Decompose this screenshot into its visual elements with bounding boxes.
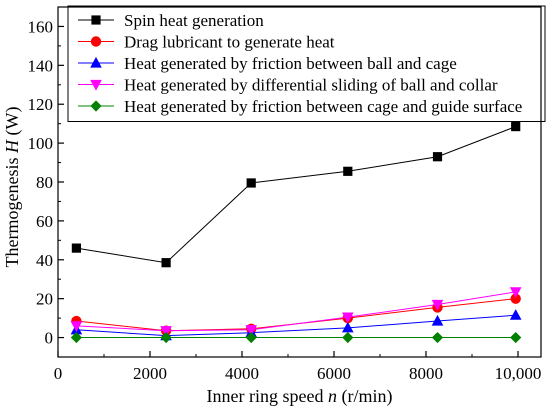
- data-point: [245, 325, 257, 336]
- legend-item: Heat generated by friction between cage …: [78, 97, 522, 116]
- x-tick-label: 10,000: [495, 364, 542, 383]
- data-point: [431, 331, 444, 344]
- data-point: [431, 314, 444, 326]
- legend-marker: [90, 56, 102, 68]
- data-point: [70, 321, 83, 332]
- legend-marker: [90, 100, 102, 112]
- x-tick-label: 6000: [317, 364, 351, 383]
- y-tick-label: 40: [36, 251, 53, 270]
- data-point: [509, 287, 522, 298]
- data-point: [70, 331, 82, 344]
- data-point: [245, 331, 257, 344]
- data-point: [246, 178, 256, 188]
- y-tick-label: 160: [28, 17, 54, 36]
- data-point: [509, 309, 522, 320]
- x-axis-label-variable: n: [328, 386, 337, 406]
- x-tick-label: 8000: [409, 364, 443, 383]
- data-point: [432, 152, 443, 162]
- y-axis-ticks: 0 20 40 60 80 100 120 140 160: [28, 17, 64, 348]
- series-0: [71, 121, 521, 268]
- data-point: [342, 312, 354, 324]
- data-point: [431, 299, 444, 311]
- legend-box: [67, 5, 546, 122]
- legend-marker: [90, 79, 102, 91]
- y-tick-label: 0: [45, 329, 54, 348]
- x-axis-label-unit: (r/min): [337, 386, 393, 407]
- series-line: [76, 298, 516, 332]
- data-point: [160, 326, 172, 337]
- legend-marker: [91, 15, 101, 25]
- legend-label: Heat generated by friction between ball …: [124, 54, 457, 73]
- legend-marker: [90, 36, 102, 47]
- x-tick-label: 2000: [133, 364, 167, 383]
- series-line: [76, 291, 516, 332]
- legend-item: Drag lubricant to generate heat: [78, 33, 335, 52]
- series-4: [70, 331, 522, 344]
- data-point: [160, 331, 172, 344]
- y-axis-label-unit: (W): [2, 107, 23, 140]
- data-point: [342, 331, 354, 344]
- y-axis-label-text: Thermogenesis: [2, 153, 22, 267]
- legend-label: Heat generated by differential sliding o…: [124, 76, 498, 95]
- data-point: [511, 121, 521, 132]
- legend-item: Heat generated by friction between ball …: [78, 54, 457, 73]
- legend-label: Heat generated by friction between cage …: [124, 97, 522, 116]
- plot-frame: [57, 6, 542, 358]
- data-point: [71, 243, 81, 253]
- legend-label: Drag lubricant to generate heat: [124, 33, 335, 52]
- data-point: [161, 258, 171, 268]
- y-axis-label-variable: H: [2, 139, 22, 154]
- x-axis-ticks: 0 2000 4000 6000 8000 10,000: [54, 351, 542, 383]
- series-layer: [70, 121, 522, 344]
- x-axis-label-text: Inner ring speed: [207, 386, 328, 406]
- data-point: [510, 331, 522, 344]
- data-point: [510, 293, 521, 304]
- legend-item: Spin heat generation: [78, 11, 264, 30]
- series-line: [76, 314, 516, 337]
- legend-label: Spin heat generation: [124, 11, 264, 30]
- series-2: [70, 309, 522, 341]
- y-tick-label: 80: [36, 173, 53, 192]
- y-tick-label: 20: [36, 290, 53, 309]
- legend-item: Heat generated by differential sliding o…: [78, 76, 498, 95]
- x-axis-label: Inner ring speed n (r/min): [207, 386, 393, 407]
- y-tick-label: 60: [36, 212, 53, 231]
- y-tick-label: 140: [28, 56, 54, 75]
- y-tick-label: 120: [28, 95, 54, 114]
- x-tick-label: 0: [54, 364, 63, 383]
- data-point: [343, 166, 353, 176]
- series-line: [76, 126, 516, 264]
- series-3: [70, 287, 522, 337]
- y-tick-label: 100: [28, 134, 54, 153]
- y-axis-label: Thermogenesis H (W): [2, 107, 23, 268]
- legend: Spin heat generation Drag lubricant to ge…: [67, 5, 546, 122]
- data-point: [342, 321, 354, 333]
- x-tick-label: 4000: [225, 364, 259, 383]
